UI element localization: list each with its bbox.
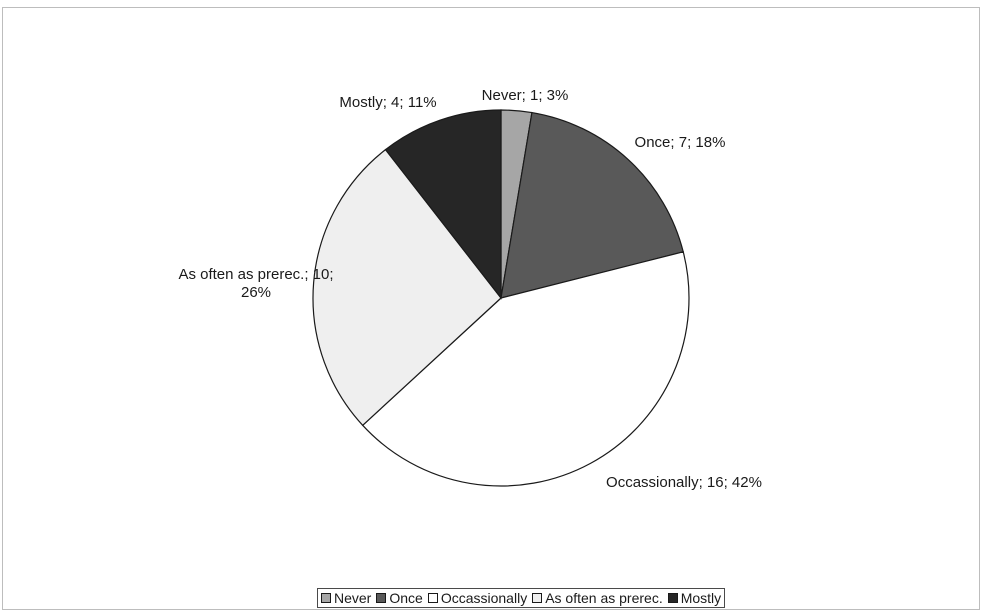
data-label-as-often-as-prerec: As often as prerec.; 10; 26% — [178, 266, 333, 301]
data-label-never: Never; 1; 3% — [482, 87, 569, 104]
legend-label-as-often-as-prerec: As often as prerec. — [545, 590, 663, 606]
legend-label-occassionally: Occassionally — [440, 590, 528, 606]
data-label-occassionally: Occassionally; 16; 42% — [606, 474, 762, 491]
legend-item-occassionally: Occassionally — [427, 590, 528, 606]
data-label-once: Once; 7; 18% — [635, 134, 726, 151]
chart-legend: Never Once Occassionally As often as pre… — [317, 588, 726, 608]
pie-slice-mostly — [384, 109, 502, 300]
legend-swatch-occassionally — [427, 593, 438, 603]
legend-item-never: Never — [321, 590, 371, 606]
pie-slice-occassionally — [361, 251, 690, 487]
legend-swatch-as-often-as-prerec — [532, 593, 543, 603]
legend-label-once: Once — [389, 590, 423, 606]
legend-swatch-mostly — [667, 593, 678, 603]
data-label-mostly: Mostly; 4; 11% — [339, 94, 436, 111]
legend-swatch-once — [376, 593, 387, 603]
legend-item-as-often-as-prerec: As often as prerec. — [532, 590, 663, 606]
legend-item-once: Once — [376, 590, 423, 606]
pie-slice-as-often-as-prerec — [312, 148, 502, 427]
legend-swatch-never — [321, 593, 331, 603]
legend-label-mostly: Mostly — [680, 590, 722, 606]
legend-label-never: Never — [334, 590, 372, 606]
pie-slice-once — [500, 111, 684, 299]
legend-item-mostly: Mostly — [667, 590, 722, 606]
